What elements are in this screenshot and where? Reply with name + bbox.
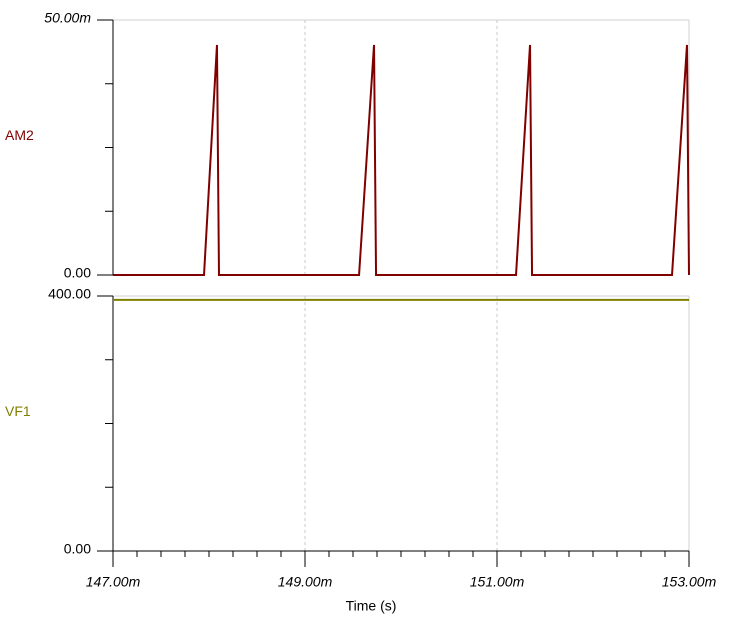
- y-tick-label: 50.00m: [44, 10, 91, 26]
- y-tick-label: 0.00: [64, 541, 91, 557]
- y-tick-label: 400.00: [48, 286, 91, 302]
- x-axis-label: Time (s): [346, 598, 397, 614]
- x-tick-label: 147.00m: [86, 574, 141, 590]
- series-label: AM2: [5, 127, 34, 143]
- series-line: [113, 44, 690, 276]
- x-tick-label: 153.00m: [662, 574, 717, 590]
- x-tick-label: 151.00m: [470, 574, 525, 590]
- series-label: VF1: [5, 403, 31, 419]
- y-tick-label: 0.00: [64, 265, 91, 281]
- x-tick-label: 149.00m: [278, 574, 333, 590]
